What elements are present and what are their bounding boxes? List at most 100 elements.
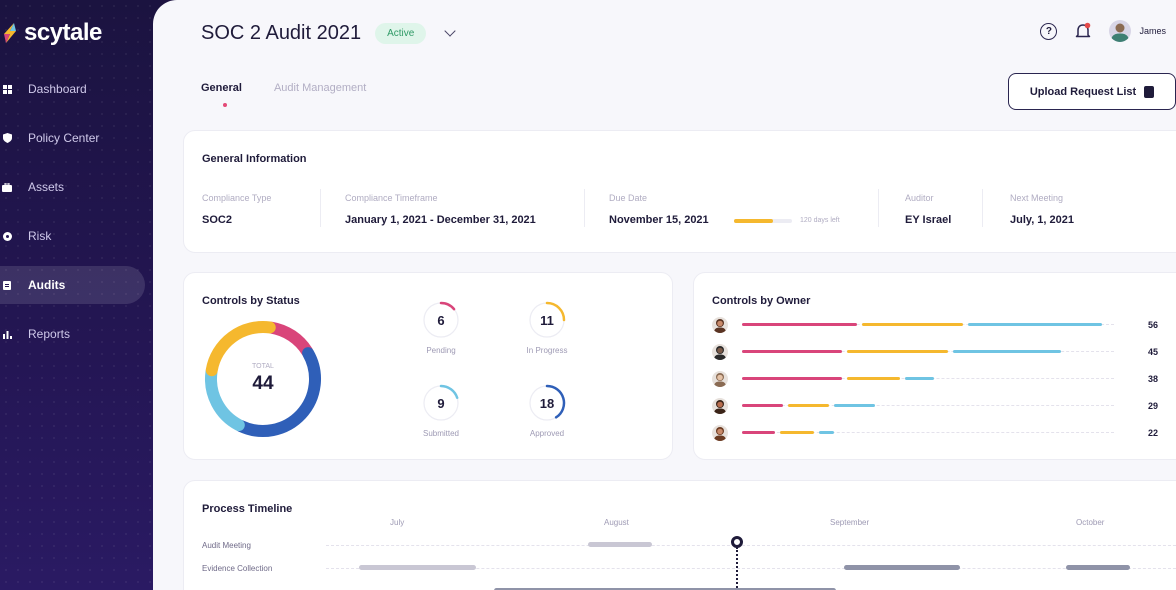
- timeline-track: [326, 545, 1176, 546]
- stat-label: In Progress: [526, 346, 568, 355]
- owner-row[interactable]: 29: [712, 398, 1176, 414]
- upload-request-list-button[interactable]: Upload Request List: [1008, 73, 1176, 110]
- timeline-bar[interactable]: [1066, 565, 1130, 570]
- stat-in-progress[interactable]: 11 In Progress: [507, 301, 587, 355]
- page-header: SOC 2 Audit 2021 Active: [201, 18, 457, 48]
- stat-approved[interactable]: 18 Approved: [507, 384, 587, 438]
- timeline-row-label: Audit Meeting: [202, 541, 251, 550]
- owner-count: 22: [1148, 428, 1159, 438]
- tab-audit-management[interactable]: Audit Management: [273, 82, 367, 94]
- donut-svg: [205, 321, 321, 437]
- field-label: Next Meeting: [1010, 193, 1064, 203]
- card-title: Controls by Owner: [712, 295, 811, 307]
- field-value: SOC2: [202, 214, 232, 226]
- timeline-bar[interactable]: [588, 542, 652, 547]
- stat-pending[interactable]: 6 Pending: [401, 301, 481, 355]
- stat-ring: 11: [528, 301, 566, 339]
- stat-value: 9: [437, 395, 445, 411]
- stat-submitted[interactable]: 9 Submitted: [401, 384, 481, 438]
- sidebar-item-label: Audits: [28, 278, 66, 292]
- owner-count: 45: [1148, 347, 1159, 357]
- owner-bar-segment: [742, 323, 858, 326]
- donut-slice-in-progress[interactable]: [205, 321, 276, 377]
- field-value: January 1, 2021 - December 31, 2021: [345, 214, 536, 226]
- field-value: EY Israel: [905, 214, 952, 226]
- status-donut-chart: TOTAL 44: [202, 318, 324, 440]
- field-label: Compliance Type: [202, 193, 272, 203]
- grid-icon: [2, 84, 12, 94]
- field-value: November 15, 2021: [609, 214, 709, 226]
- owner-count: 29: [1148, 401, 1159, 411]
- donut-slice-approved[interactable]: [234, 347, 321, 437]
- sidebar-item-label: Reports: [28, 327, 71, 341]
- avatar: [1109, 20, 1132, 42]
- chevron-down-icon[interactable]: [444, 25, 457, 37]
- stat-ring: 9: [422, 384, 460, 422]
- tab-general[interactable]: General: [201, 82, 242, 107]
- help-icon[interactable]: ?: [1040, 22, 1058, 40]
- month-label: July: [390, 518, 405, 527]
- field-label: Due Date: [609, 193, 648, 203]
- bell-icon[interactable]: [1075, 22, 1091, 40]
- owner-row[interactable]: 45: [712, 344, 1176, 360]
- controls-by-owner-card: Controls by Owner 56 45 38 29 22: [693, 272, 1176, 460]
- user-menu[interactable]: James: [1109, 20, 1166, 42]
- donut-slice-pending[interactable]: [265, 321, 314, 358]
- due-date-field: Due Date November 15, 2021: [609, 193, 709, 226]
- upload-button-label: Upload Request List: [1029, 85, 1137, 98]
- owner-bar-segment: [952, 350, 1061, 353]
- sidebar-item-dashboard[interactable]: Dashboard: [0, 70, 145, 108]
- stat-ring: 6: [422, 301, 460, 339]
- sidebar: scytale Dashboard Policy Center Assets R…: [0, 0, 160, 590]
- sidebar-item-reports[interactable]: Reports: [0, 315, 145, 353]
- stat-value: 6: [437, 312, 445, 328]
- brand-logo[interactable]: scytale: [0, 18, 102, 48]
- card-title: Controls by Status: [202, 295, 300, 307]
- owner-count: 38: [1148, 374, 1159, 384]
- card-title: Process Timeline: [202, 503, 293, 515]
- timeline-row-label: Evidence Collection: [202, 564, 273, 573]
- owner-row[interactable]: 38: [712, 371, 1176, 387]
- owner-row[interactable]: 56: [712, 317, 1176, 333]
- days-left: 120 days left: [800, 217, 840, 224]
- owner-bar-segment: [742, 377, 843, 380]
- sidebar-item-assets[interactable]: Assets: [0, 168, 145, 206]
- month-label: September: [830, 518, 870, 527]
- due-date-progress-bar: [734, 219, 792, 223]
- due-date-progress-fill: [734, 219, 774, 223]
- timeline-track: [326, 568, 1176, 569]
- ring-arc: [439, 384, 459, 399]
- sidebar-item-label: Risk: [28, 229, 52, 243]
- card-title: General Information: [202, 153, 307, 165]
- briefcase-icon: [2, 182, 12, 192]
- divider: [320, 189, 321, 227]
- divider: [584, 189, 585, 227]
- donut-slice-submitted[interactable]: [205, 366, 245, 432]
- divider: [878, 189, 879, 227]
- stat-value: 11: [540, 312, 554, 328]
- owner-bar-segment: [862, 323, 963, 326]
- owner-bar-segment: [847, 350, 948, 353]
- owner-bar-segment: [818, 431, 834, 434]
- progress-ring: [423, 384, 459, 421]
- sidebar-item-risk[interactable]: Risk: [0, 217, 145, 255]
- owner-row[interactable]: 22: [712, 425, 1176, 441]
- owner-bar-segment: [833, 404, 875, 407]
- timeline-bar[interactable]: [494, 588, 836, 590]
- page-title: SOC 2 Audit 2021: [201, 21, 362, 44]
- today-marker: [731, 536, 743, 548]
- progress-ring: [423, 301, 459, 338]
- owner-bar-segment: [742, 431, 776, 434]
- main-content: SOC 2 Audit 2021 Active ? James General …: [153, 0, 1176, 590]
- owner-bar-segment: [967, 323, 1102, 326]
- stat-ring: 18: [528, 384, 566, 422]
- auditor-field: Auditor EY Israel: [905, 193, 951, 226]
- sidebar-item-policy-center[interactable]: Policy Center: [0, 119, 145, 157]
- owner-bar-segment: [742, 404, 783, 407]
- field-label: Auditor: [905, 193, 934, 203]
- timeline-bar[interactable]: [844, 565, 960, 570]
- compliance-type-field: Compliance Type SOC2: [202, 193, 271, 226]
- owner-avatar: [712, 398, 728, 414]
- sidebar-item-audits[interactable]: Audits: [0, 266, 145, 304]
- timeline-bar[interactable]: [359, 565, 476, 570]
